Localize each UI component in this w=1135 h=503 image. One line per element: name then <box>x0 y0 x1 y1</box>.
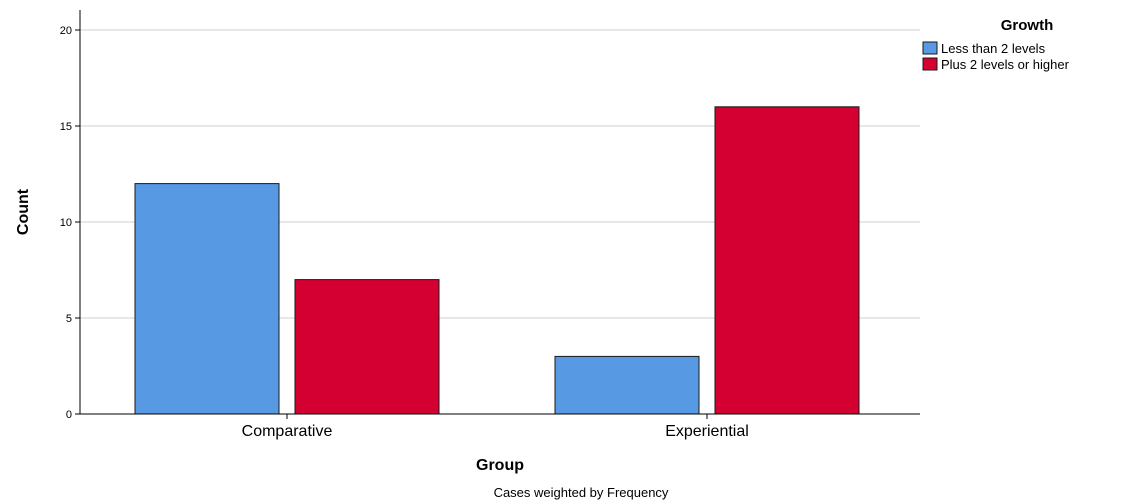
y-tick-label: 20 <box>60 25 72 37</box>
x-category-labels: Comparative Experiential <box>242 414 749 440</box>
y-tick-label: 10 <box>60 217 72 229</box>
axes <box>79 10 920 415</box>
bar-comparative-less-than-2-levels <box>134 183 280 415</box>
footnote: Cases weighted by Frequency <box>494 485 669 500</box>
y-ticks: 0 5 10 15 20 <box>60 25 80 421</box>
legend-swatch <box>922 57 938 71</box>
y-axis-title: Count <box>15 188 32 235</box>
bar-experiential-less-than-2-levels <box>554 355 700 415</box>
bars <box>134 106 860 415</box>
legend-entry-label: Plus 2 levels or higher <box>941 57 1070 72</box>
legend-title: Growth <box>1001 17 1054 34</box>
x-category-label: Comparative <box>242 423 333 440</box>
y-tick-label: 15 <box>60 121 72 133</box>
bar-experiential-plus-2-levels-or-higher <box>714 106 860 415</box>
bar-comparative-plus-2-levels-or-higher <box>294 279 440 415</box>
legend-entry-label: Less than 2 levels <box>941 41 1046 56</box>
x-category-label: Experiential <box>665 423 749 440</box>
legend-swatch <box>922 41 938 55</box>
x-axis-title: Group <box>476 457 524 474</box>
y-tick-label: 5 <box>66 313 72 325</box>
y-tick-label: 0 <box>66 409 72 421</box>
